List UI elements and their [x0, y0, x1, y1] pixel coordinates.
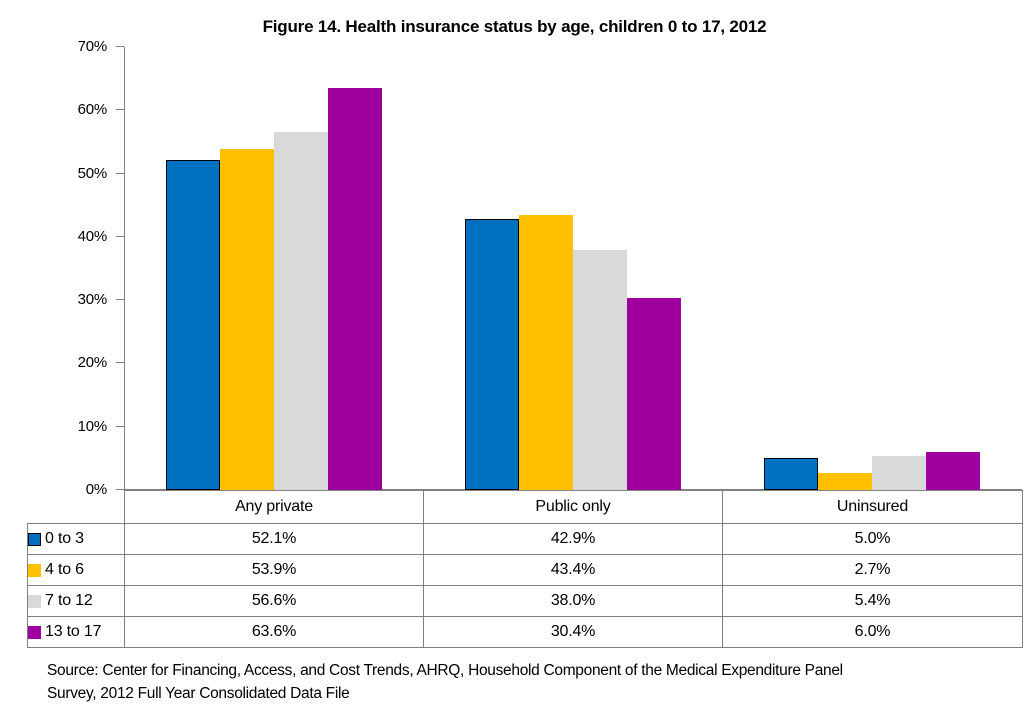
value-cell: 5.0%: [722, 523, 1023, 555]
value-cell: 56.6%: [124, 585, 424, 617]
y-axis-tick-label: 20%: [77, 354, 108, 372]
bar-4-to-6-public-only: [519, 215, 573, 490]
value-cell: 52.1%: [124, 523, 424, 555]
y-axis-tick: [116, 299, 124, 300]
category-header-cell: Public only: [423, 490, 723, 524]
legend-swatch-icon: [28, 532, 41, 546]
category-header-cell: Uninsured: [722, 490, 1023, 524]
value-cell: 5.4%: [722, 585, 1023, 617]
legend-entry: 4 to 6: [28, 561, 124, 579]
bar-4-to-6-any-private: [219, 148, 274, 490]
legend-swatch-icon: [28, 563, 41, 577]
bar-13-to-17-any-private: [327, 87, 382, 490]
legend-cell: 0 to 3: [27, 523, 125, 555]
y-axis-tick: [116, 362, 124, 363]
bar-7-to-12-any-private: [273, 131, 328, 490]
y-axis-tick-label: 50%: [77, 164, 108, 182]
table-row: 0 to 3 52.1% 42.9% 5.0%: [27, 523, 1023, 555]
value-cell: 42.9%: [423, 523, 723, 555]
bar-13-to-17-uninsured: [926, 452, 981, 490]
y-axis-tick-label: 30%: [77, 291, 108, 309]
y-axis-tick-label: 40%: [77, 227, 108, 245]
bar-7-to-12-public-only: [573, 249, 627, 490]
y-axis-tick: [116, 46, 124, 47]
bar-0-to-3-any-private: [165, 160, 220, 490]
bar-4-to-6-uninsured: [818, 472, 873, 490]
legend-label: 4 to 6: [45, 561, 84, 578]
value-cell: 63.6%: [124, 616, 424, 648]
legend-label: 0 to 3: [45, 530, 84, 547]
legend-swatch-icon: [28, 594, 41, 608]
bar-13-to-17-public-only: [627, 297, 681, 490]
table-corner-cell: [28, 491, 125, 524]
value-cell: 6.0%: [722, 616, 1023, 648]
value-cell: 2.7%: [722, 554, 1023, 586]
value-cell: 43.4%: [423, 554, 723, 586]
legend-label: 13 to 17: [45, 623, 102, 640]
source-line-1: Source: Center for Financing, Access, an…: [47, 662, 843, 679]
y-axis-tick-label: 10%: [77, 417, 108, 435]
value-cell: 38.0%: [423, 585, 723, 617]
y-axis-tick-label: 0%: [85, 481, 107, 498]
legend-cell: 13 to 17: [27, 616, 125, 648]
y-axis-tick-label: 70%: [77, 38, 108, 55]
source-note: Source: Center for Financing, Access, an…: [47, 659, 977, 705]
table-row: 7 to 12 56.6% 38.0% 5.4%: [27, 585, 1023, 617]
legend-cell: 4 to 6: [27, 554, 125, 586]
y-axis-tick-label: 60%: [77, 101, 108, 119]
bar-7-to-12-uninsured: [872, 455, 927, 490]
table-row: 4 to 6 53.9% 43.4% 2.7%: [27, 554, 1023, 586]
legend-entry: 0 to 3: [28, 530, 124, 548]
source-line-2: Survey, 2012 Full Year Consolidated Data…: [47, 685, 350, 702]
data-table-container: Any private Public only Uninsured 0 to 3 52.…: [27, 490, 1023, 648]
y-axis-tick: [116, 236, 124, 237]
legend-entry: 7 to 12: [28, 592, 124, 610]
bar-0-to-3-public-only: [465, 218, 519, 490]
legend-entry: 13 to 17: [28, 623, 124, 641]
value-cell: 53.9%: [124, 554, 424, 586]
table-header-row: Any private Public only Uninsured: [28, 490, 1023, 524]
bar-0-to-3-uninsured: [764, 458, 819, 490]
y-axis-tick: [116, 109, 124, 110]
value-cell: 30.4%: [423, 616, 723, 648]
data-table: Any private Public only Uninsured 0 to 3 52.…: [27, 490, 1023, 648]
y-axis-tick: [116, 426, 124, 427]
legend-cell: 7 to 12: [27, 585, 125, 617]
y-axis-tick: [116, 173, 124, 174]
category-header-cell: Any private: [124, 490, 424, 524]
legend-label: 7 to 12: [45, 592, 93, 609]
y-axis-tick: [116, 489, 124, 490]
table-row: 13 to 17 63.6% 30.4% 6.0%: [27, 616, 1023, 648]
legend-swatch-icon: [28, 625, 41, 639]
chart-title: Figure 14. Health insurance status by ag…: [262, 17, 767, 36]
